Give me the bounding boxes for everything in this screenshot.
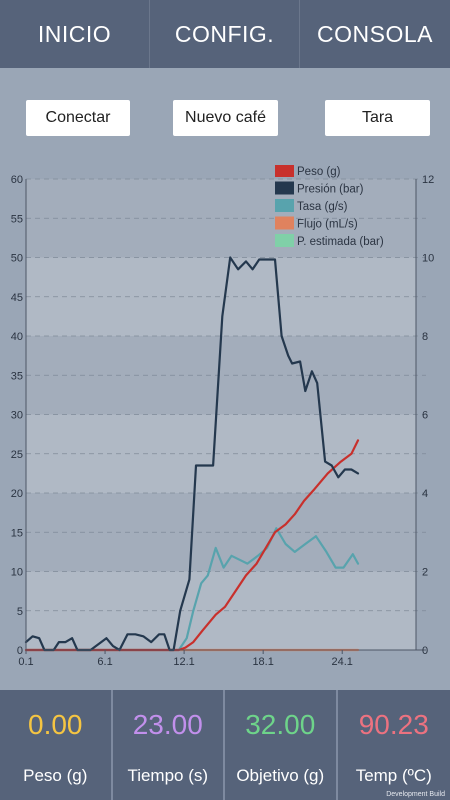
left-tick-label: 40 <box>11 331 23 343</box>
right-tick-label: 2 <box>422 567 428 579</box>
x-tick-label: 18.1 <box>252 656 273 668</box>
series-line-2 <box>24 527 360 652</box>
legend-label: P. estimada (bar) <box>297 236 384 248</box>
right-tick-label: 0 <box>422 645 428 657</box>
left-tick-label: 45 <box>11 292 23 304</box>
legend-swatch <box>275 165 294 177</box>
tab-inicio[interactable]: INICIO <box>0 0 150 68</box>
x-tick-label: 12.1 <box>173 656 194 668</box>
tare-button[interactable]: Tara <box>325 100 430 136</box>
series-line-0 <box>24 439 360 652</box>
stat-target: 32.00 Objetivo (g) <box>225 690 338 800</box>
left-tick-label: 60 <box>11 174 23 186</box>
left-tick-label: 10 <box>11 567 23 579</box>
weight-value: 0.00 <box>28 709 83 740</box>
target-label: Objetivo (g) <box>236 766 325 785</box>
legend-label: Peso (g) <box>297 166 341 178</box>
legend-label: Presión (bar) <box>297 184 364 196</box>
extraction-chart: 0 5 10 15 20 25 30 35 40 45 50 55 60 0 2 4 6 8 10 12 0.1 6.1 1… <box>11 165 434 668</box>
legend-label: Flujo (mL/s) <box>297 219 358 231</box>
left-tick-label: 50 <box>11 253 23 265</box>
development-build-label: Development Build <box>386 791 445 798</box>
x-tick-label: 0.1 <box>18 656 33 668</box>
x-tick-label: 24.1 <box>332 656 353 668</box>
x-tick-label: 6.1 <box>97 656 112 668</box>
temperature-value: 90.23 <box>358 709 429 740</box>
left-tick-label: 0 <box>17 645 23 657</box>
legend-label: Tasa (g/s) <box>297 201 348 213</box>
tab-consola[interactable]: CONSOLA <box>317 20 433 47</box>
temperature-label: Temp (ºC) <box>355 766 432 785</box>
stat-temperature: 90.23 Temp (ºC) <box>337 690 450 800</box>
stat-time: 23.00 Tiempo (s) <box>112 690 225 800</box>
right-tick-label: 8 <box>422 331 428 343</box>
left-tick-label: 55 <box>11 213 23 225</box>
legend-swatch <box>275 234 294 247</box>
top-tab-bar: INICIO CONFIG. CONSOLA <box>0 0 450 68</box>
target-value: 32.00 <box>245 709 316 740</box>
connect-button[interactable]: Conectar <box>26 100 130 136</box>
tab-config[interactable]: CONFIG. <box>150 0 300 68</box>
left-tick-label: 20 <box>11 488 23 500</box>
right-tick-label: 4 <box>422 488 428 500</box>
stat-weight: 0.00 Peso (g) <box>0 690 113 800</box>
left-tick-label: 35 <box>11 370 23 382</box>
left-tick-label: 30 <box>11 410 23 422</box>
legend-swatch <box>275 181 294 195</box>
time-value: 23.00 <box>132 709 203 740</box>
weight-label: Peso (g) <box>23 766 88 785</box>
left-tick-label: 25 <box>11 449 23 461</box>
legend-swatch <box>275 216 294 230</box>
right-tick-label: 6 <box>422 410 428 422</box>
stats-panel: 0.00 Peso (g) 23.00 Tiempo (s) 32.00 Obj… <box>0 690 450 800</box>
series-line-1 <box>24 256 360 652</box>
time-label: Tiempo (s) <box>127 766 209 785</box>
new-coffee-button[interactable]: Nuevo café <box>173 100 278 136</box>
right-tick-label: 12 <box>422 174 434 186</box>
right-tick-label: 10 <box>422 253 434 265</box>
left-tick-label: 15 <box>11 527 23 539</box>
left-tick-label: 5 <box>17 606 23 618</box>
legend-swatch <box>275 199 294 212</box>
